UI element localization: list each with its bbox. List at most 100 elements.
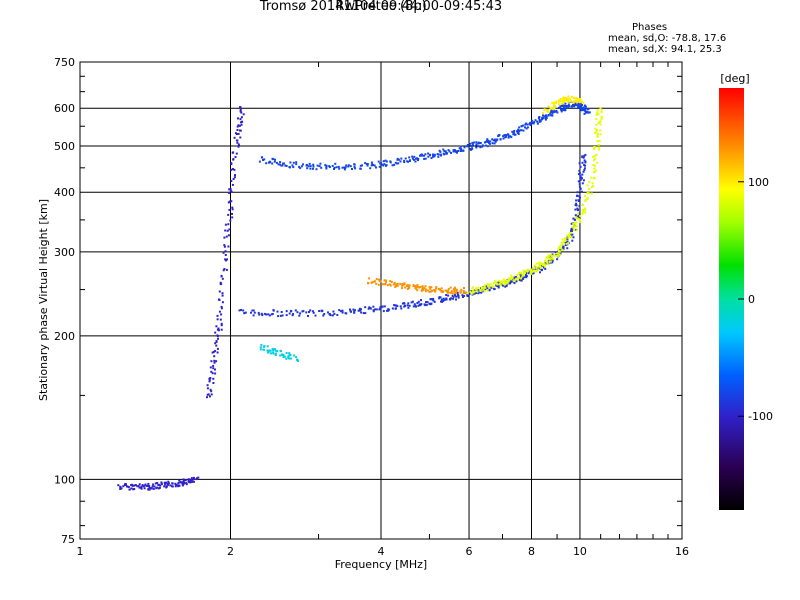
data-point (191, 480, 194, 483)
data-point (165, 481, 167, 484)
data-point (574, 208, 577, 211)
data-point (182, 483, 185, 486)
data-point (580, 107, 583, 110)
data-point (277, 163, 280, 166)
data-point (459, 145, 462, 148)
data-point (593, 171, 596, 173)
data-point (577, 106, 580, 109)
data-point (575, 199, 578, 202)
data-point (365, 163, 368, 166)
data-point (578, 219, 581, 221)
data-point (182, 478, 185, 481)
data-point (579, 215, 582, 217)
data-point (533, 270, 536, 273)
data-point (386, 284, 389, 287)
data-point (554, 105, 557, 108)
data-point (593, 159, 595, 162)
data-point (259, 348, 262, 351)
data-point (171, 485, 173, 488)
data-point (595, 153, 598, 156)
data-point (537, 268, 540, 271)
data-point (164, 483, 167, 486)
data-point (430, 286, 433, 289)
data-point (577, 173, 580, 176)
data-point (542, 264, 544, 267)
y-axis-label: Stationary phase Virtual Height [km] (37, 199, 50, 401)
data-point (269, 349, 272, 352)
data-point (206, 384, 209, 387)
data-point (406, 287, 409, 290)
data-point (583, 154, 586, 157)
data-point (308, 311, 310, 313)
data-point (272, 158, 275, 161)
data-point (341, 311, 344, 314)
data-point (570, 105, 573, 108)
data-point (558, 103, 560, 106)
data-point (239, 136, 242, 139)
data-point (488, 286, 491, 289)
data-point (544, 117, 547, 120)
data-point (296, 358, 299, 361)
data-point (538, 265, 540, 268)
data-point (231, 206, 234, 209)
data-point (471, 142, 474, 144)
data-point (505, 134, 508, 137)
data-point (486, 287, 489, 290)
data-point (485, 140, 488, 142)
data-point (221, 277, 224, 280)
data-point (533, 121, 536, 124)
data-point (237, 124, 240, 127)
data-point (414, 285, 417, 287)
data-point (294, 309, 297, 312)
data-point (324, 164, 327, 167)
data-point (586, 184, 589, 187)
data-point (349, 310, 352, 313)
data-point (513, 279, 515, 282)
x-tick-label: 16 (675, 545, 689, 558)
data-point (466, 291, 469, 294)
data-point (471, 145, 474, 147)
data-point (572, 229, 575, 232)
data-point (318, 165, 321, 168)
data-point (464, 291, 467, 294)
data-point (394, 161, 397, 164)
data-point (175, 483, 177, 486)
data-point (536, 122, 539, 125)
data-point (578, 100, 581, 102)
data-point (123, 484, 126, 487)
data-point (593, 167, 596, 170)
data-point (564, 104, 566, 107)
data-point (143, 487, 146, 490)
data-point (579, 196, 581, 199)
data-point (594, 169, 597, 172)
data-point (209, 388, 212, 391)
data-point (218, 299, 221, 301)
data-point (384, 282, 387, 285)
data-point (270, 352, 272, 355)
data-point (441, 300, 444, 303)
data-point (497, 286, 500, 289)
data-point (539, 266, 542, 269)
data-point (295, 163, 298, 166)
data-point (583, 167, 586, 170)
data-point (566, 240, 569, 243)
data-point (535, 269, 538, 272)
data-point (569, 235, 572, 237)
data-point (285, 165, 288, 167)
data-point (282, 356, 285, 359)
data-point (420, 299, 422, 302)
data-point (382, 164, 385, 167)
data-point (445, 298, 448, 301)
data-point (521, 275, 524, 278)
data-point (375, 278, 378, 281)
data-point (582, 203, 584, 206)
data-point (571, 233, 574, 236)
data-point (519, 279, 522, 282)
data-point (563, 99, 566, 102)
data-point (212, 350, 215, 353)
data-point (455, 288, 458, 291)
data-point (364, 162, 367, 164)
data-point (230, 190, 233, 193)
data-point (505, 284, 508, 287)
data-point (389, 280, 392, 283)
